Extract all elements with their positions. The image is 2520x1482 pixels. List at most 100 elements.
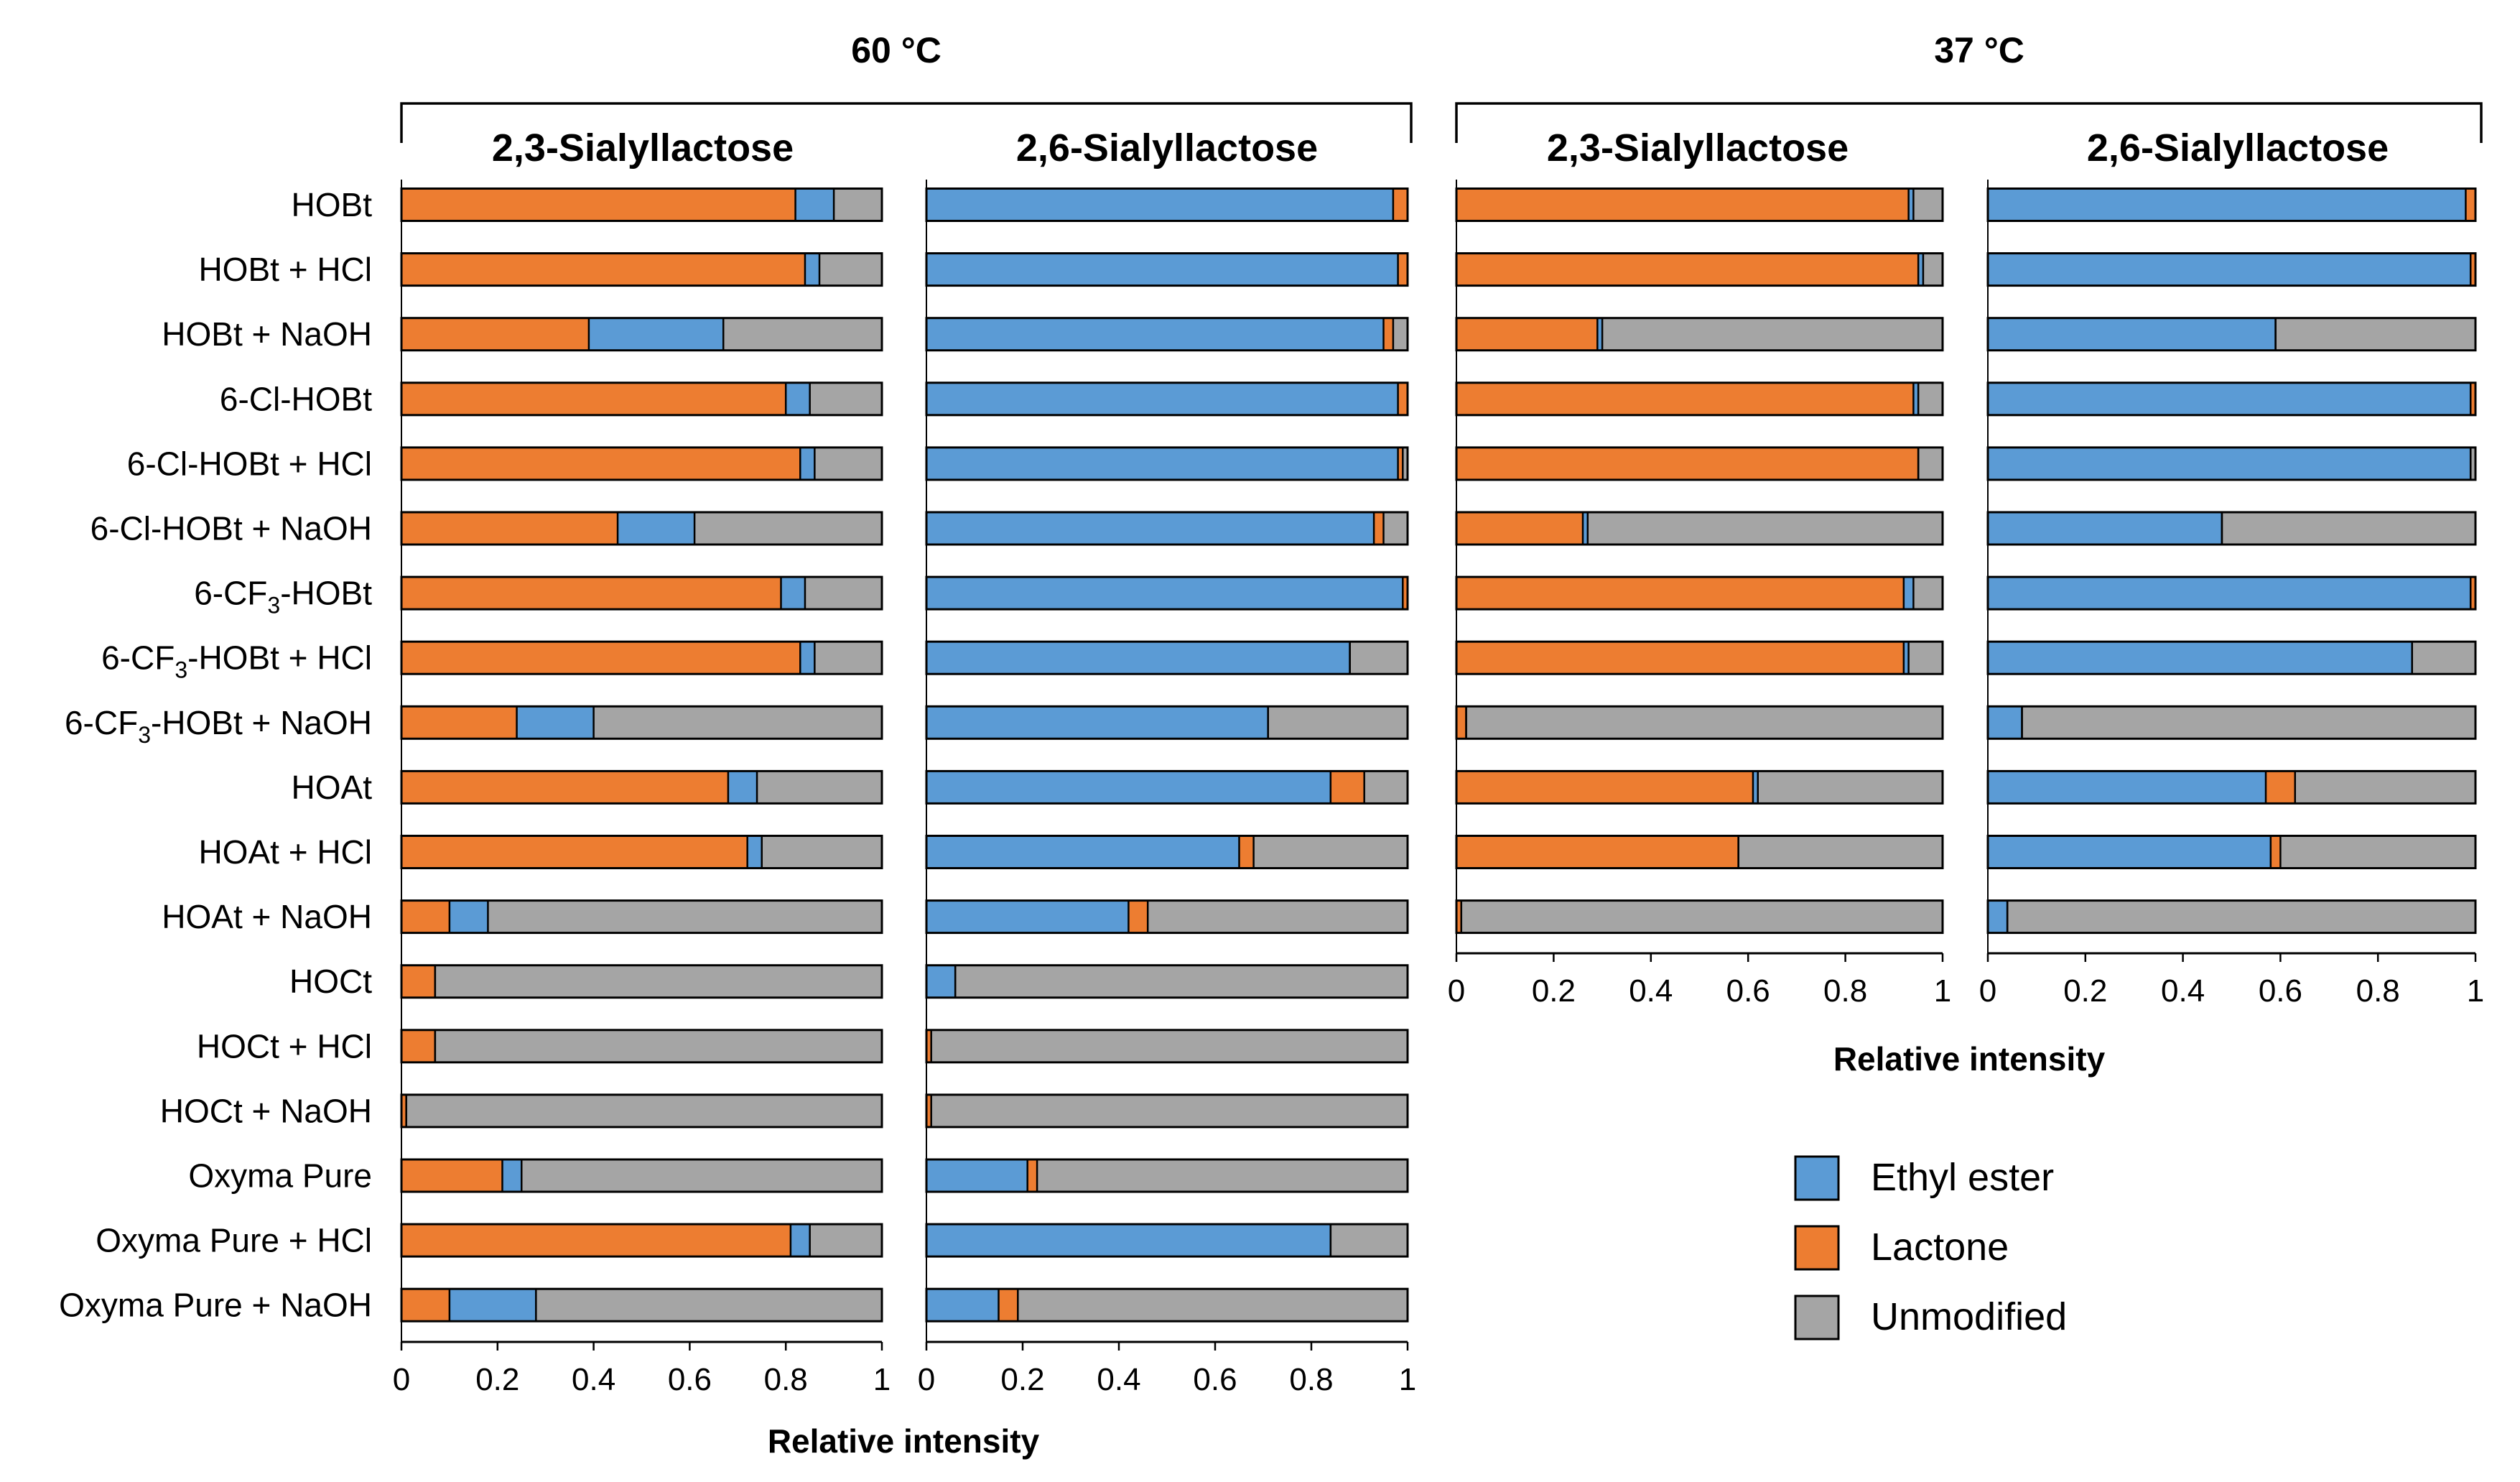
- bar-unmodified-15: [1037, 1159, 1408, 1192]
- bar-lactone-13: [926, 1029, 931, 1062]
- x-tick-label: 0.8: [2356, 973, 2400, 1009]
- bar-unmodified-1: [1922, 253, 1943, 286]
- bar-ethyl-ester-9: [1752, 771, 1758, 804]
- bar-ethyl-ester-8: [516, 706, 594, 739]
- bar-ethyl-ester-16: [926, 1224, 1331, 1257]
- bar-unmodified-7: [1908, 642, 1943, 675]
- legend-swatch-ethyl-ester: [1794, 1155, 1840, 1201]
- bar-lactone-9: [2266, 771, 2295, 804]
- x-tick-label: 0.4: [1097, 1362, 1140, 1397]
- legend: Ethyl ester Lactone Unmodified: [1794, 1155, 2067, 1340]
- row-label-2: HOBt + NaOH: [162, 315, 372, 353]
- bar-lactone-5: [1456, 512, 1584, 545]
- bar-lactone-17: [998, 1289, 1018, 1322]
- bar-ethyl-ester-3: [786, 382, 810, 415]
- row-label-10: HOAt + HCl: [198, 833, 372, 871]
- bar-lactone-0: [2465, 188, 2475, 221]
- x-tick-label: 0.8: [1823, 973, 1867, 1009]
- bar-lactone-1: [1456, 253, 1919, 286]
- bar-ethyl-ester-10: [747, 835, 762, 869]
- bar-ethyl-ester-10: [1988, 835, 2271, 869]
- bar-lactone-4: [1398, 447, 1403, 480]
- bar-lactone-13: [401, 1029, 435, 1062]
- legend-swatch-unmodified: [1794, 1295, 1840, 1340]
- bar-lactone-10: [2270, 835, 2281, 869]
- bar-unmodified-11: [1461, 900, 1943, 933]
- bar-unmodified-12: [434, 965, 882, 998]
- row-label-0: HOBt: [292, 186, 373, 223]
- bar-lactone-0: [1456, 188, 1909, 221]
- bar-unmodified-2: [723, 318, 882, 351]
- x-tick-label: 0.2: [2063, 973, 2107, 1009]
- bar-unmodified-7: [1349, 642, 1408, 675]
- bar-lactone-1: [401, 253, 805, 286]
- bar-ethyl-ester-10: [926, 835, 1240, 869]
- bar-unmodified-11: [488, 900, 882, 933]
- bar-lactone-1: [1398, 253, 1408, 286]
- row-label-14: HOCt + NaOH: [160, 1092, 372, 1129]
- legend-swatch-lactone: [1794, 1225, 1840, 1271]
- bar-lactone-2: [1456, 318, 1598, 351]
- bar-ethyl-ester-2: [926, 318, 1384, 351]
- bar-unmodified-7: [2412, 642, 2475, 675]
- x-tick-label: 0.2: [475, 1362, 519, 1397]
- x-axis-title-60c: Relative intensity: [768, 1422, 1040, 1460]
- bar-unmodified-9: [1364, 771, 1408, 804]
- bar-lactone-14: [401, 1094, 406, 1127]
- bar-lactone-2: [1383, 318, 1393, 351]
- bar-ethyl-ester-9: [727, 771, 758, 804]
- x-tick-label: 1: [1399, 1362, 1416, 1397]
- header-60c: 60 °C: [851, 30, 941, 70]
- bar-lactone-6: [2470, 577, 2475, 610]
- bar-lactone-15: [401, 1159, 503, 1192]
- panel-title-37c-23: 2,3-Sialyllactose: [1547, 126, 1849, 170]
- bar-lactone-6: [401, 577, 781, 610]
- bar-ethyl-ester-6: [781, 577, 805, 610]
- bar-unmodified-4: [2470, 447, 2475, 480]
- bar-unmodified-14: [406, 1094, 882, 1127]
- row-label-6: 6-CF3-HOBt: [194, 575, 372, 619]
- bar-unmodified-9: [2294, 771, 2475, 804]
- bar-lactone-4: [1456, 447, 1919, 480]
- bar-ethyl-ester-15: [926, 1159, 1028, 1192]
- x-tick-label: 0.2: [1000, 1362, 1044, 1397]
- bar-lactone-11: [401, 900, 450, 933]
- bar-lactone-10: [1456, 835, 1739, 869]
- bar-unmodified-7: [814, 642, 882, 675]
- bar-ethyl-ester-7: [800, 642, 815, 675]
- bar-unmodified-9: [1757, 771, 1943, 804]
- x-tick-label: 1: [2467, 973, 2484, 1009]
- bar-ethyl-ester-0: [1908, 188, 1914, 221]
- x-tick-label: 0: [918, 1362, 935, 1397]
- bar-ethyl-ester-7: [926, 642, 1350, 675]
- bar-lactone-4: [401, 447, 801, 480]
- header-37c: 37 °C: [1934, 30, 2024, 70]
- bar-ethyl-ester-15: [502, 1159, 522, 1192]
- panel-title-60c-26: 2,6-Sialyllactose: [1016, 126, 1318, 170]
- bar-unmodified-4: [1403, 447, 1408, 480]
- bar-lactone-1: [2470, 253, 2475, 286]
- bar-ethyl-ester-11: [926, 900, 1129, 933]
- bar-unmodified-17: [536, 1289, 882, 1322]
- bar-unmodified-6: [1913, 577, 1943, 610]
- panel-60c-2-3-sialyllactose: 0 0.2 0.4 0.6 0.8 1: [393, 180, 891, 1397]
- legend-label-lactone: Lactone: [1871, 1226, 2009, 1269]
- bar-lactone-0: [1392, 188, 1408, 221]
- bar-ethyl-ester-7: [1988, 642, 2412, 675]
- bar-ethyl-ester-5: [926, 512, 1375, 545]
- bar-unmodified-0: [1913, 188, 1943, 221]
- bar-ethyl-ester-0: [926, 188, 1393, 221]
- row-labels: HOBt HOBt + HCl HOBt + NaOH 6-Cl-HOBt 6-Cl-H…: [59, 186, 372, 1324]
- row-label-9: HOAt: [292, 769, 373, 806]
- panel-37c-2-3-sialyllactose: 0 0.2 0.4 0.6 0.8 1: [1448, 180, 1951, 1009]
- x-tick-label: 0.2: [1532, 973, 1576, 1009]
- row-label-12: HOCt: [289, 963, 372, 1000]
- row-label-11: HOAt + NaOH: [162, 898, 372, 935]
- bar-unmodified-17: [1018, 1289, 1408, 1322]
- bar-unmodified-16: [1330, 1224, 1408, 1257]
- bar-ethyl-ester-2: [1597, 318, 1603, 351]
- legend-label-ethyl-ester: Ethyl ester: [1871, 1156, 2054, 1199]
- x-tick-label: 1: [873, 1362, 891, 1397]
- bar-unmodified-8: [593, 706, 882, 739]
